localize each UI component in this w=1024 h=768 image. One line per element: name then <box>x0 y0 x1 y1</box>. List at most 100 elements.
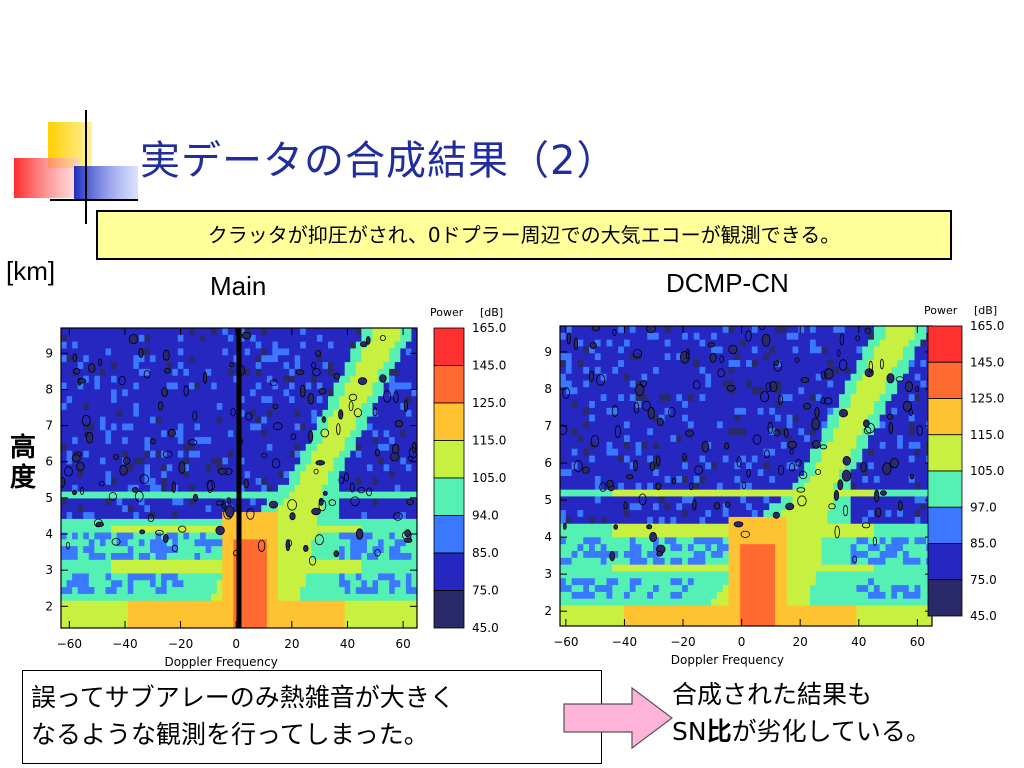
heatmap-cell <box>647 489 654 498</box>
heatmap-cell <box>868 455 875 463</box>
heatmap-cell <box>166 532 173 540</box>
heatmap-cell <box>908 482 916 491</box>
heatmap-cell <box>594 394 602 402</box>
heatmap-cell <box>635 482 642 491</box>
heatmap-cell <box>94 382 101 390</box>
heatmap-cell <box>133 382 140 390</box>
heatmap-cell <box>676 360 683 368</box>
heatmap-cell <box>734 441 741 450</box>
heatmap-cell <box>261 600 268 609</box>
heatmap-cell <box>222 471 229 479</box>
contour-speckle <box>122 457 131 465</box>
heatmap-cell <box>250 450 257 459</box>
heatmap-cell <box>746 373 753 382</box>
heatmap-cell <box>606 448 613 457</box>
heatmap-cell <box>150 464 157 472</box>
heatmap-cell <box>833 387 840 395</box>
heatmap-cell <box>676 523 683 532</box>
heatmap-cell <box>728 448 735 457</box>
heatmap-cell <box>105 334 112 343</box>
contour-speckle <box>230 408 236 417</box>
heatmap-cell <box>635 510 642 518</box>
heatmap-cell <box>350 484 357 493</box>
heatmap-cell <box>565 503 573 511</box>
heatmap-cell <box>571 366 579 375</box>
heatmap-cell <box>885 380 892 388</box>
heatmap-cell <box>105 478 112 486</box>
heatmap-cell <box>88 573 95 581</box>
heatmap-cell <box>216 491 223 500</box>
heatmap-cell <box>216 403 223 411</box>
heatmap-cell <box>378 525 385 534</box>
heatmap-cell <box>920 516 927 525</box>
heatmap-cell <box>216 566 223 575</box>
heatmap-cell <box>339 416 346 425</box>
heatmap-cell <box>266 362 273 370</box>
heatmap-cell <box>277 512 285 520</box>
heatmap-cell <box>670 516 677 525</box>
heatmap-cell <box>116 471 123 479</box>
heatmap-cell <box>166 498 173 506</box>
heatmap-cell <box>239 566 246 575</box>
heatmap-cell <box>565 435 573 443</box>
heatmap-cell <box>687 448 695 457</box>
heatmap-cell <box>355 539 362 547</box>
heatmap-cell <box>122 389 129 397</box>
heatmap-cell <box>629 496 637 504</box>
heatmap-cell <box>305 553 312 561</box>
heatmap-cell <box>850 455 858 463</box>
heatmap-cell <box>664 332 672 341</box>
heatmap-cell <box>322 607 329 615</box>
heatmap-cell <box>827 401 834 409</box>
heatmap-cell <box>804 530 811 538</box>
heatmap-cell <box>383 498 390 506</box>
heatmap-cell <box>612 332 619 341</box>
heatmap-cell <box>255 525 262 534</box>
heatmap-cell <box>61 443 68 452</box>
heatmap-cell <box>105 505 112 513</box>
heatmap-cell <box>72 607 79 615</box>
heatmap-cell <box>856 462 863 470</box>
heatmap-cell <box>88 409 95 418</box>
heatmap-cell <box>879 455 887 463</box>
heatmap-cell <box>222 457 229 465</box>
heatmap-cell <box>405 587 413 595</box>
heatmap-cell <box>734 414 741 423</box>
heatmap-cell <box>792 489 799 498</box>
heatmap-cell <box>239 457 246 465</box>
heatmap-cell <box>250 532 257 540</box>
heatmap-cell <box>687 353 695 361</box>
heatmap-cell <box>383 368 390 377</box>
heatmap-cell <box>311 334 318 343</box>
heatmap-cell <box>891 339 898 348</box>
heatmap-cell <box>891 421 898 429</box>
contour-speckle <box>389 452 400 462</box>
heatmap-cell <box>366 443 374 452</box>
heatmap-cell <box>105 532 112 540</box>
heatmap-cell <box>261 348 268 356</box>
heatmap-cell <box>144 457 151 465</box>
heatmap-cell <box>389 607 396 615</box>
heatmap-cell <box>378 443 385 452</box>
heatmap-cell <box>378 328 385 336</box>
heatmap-cell <box>687 530 695 538</box>
heatmap-cell <box>740 332 747 341</box>
heatmap-cell <box>72 593 79 602</box>
heatmap-cell <box>378 416 385 425</box>
heatmap-cell <box>339 437 346 445</box>
heatmap-cell <box>316 593 324 602</box>
heatmap-cell <box>405 355 413 363</box>
heatmap-cell <box>272 430 279 438</box>
heatmap-cell <box>200 409 207 418</box>
heatmap-cell <box>138 437 146 445</box>
heatmap-cell <box>144 587 151 595</box>
heatmap-cell <box>366 375 374 384</box>
heatmap-cell <box>885 387 892 395</box>
heatmap-cell <box>594 476 602 484</box>
heatmap-cell <box>72 484 79 493</box>
heatmap-cell <box>850 346 858 354</box>
heatmap-cell <box>769 401 776 409</box>
heatmap-cell <box>850 523 858 532</box>
heatmap-cell <box>328 409 335 418</box>
heatmap-cell <box>227 341 235 350</box>
